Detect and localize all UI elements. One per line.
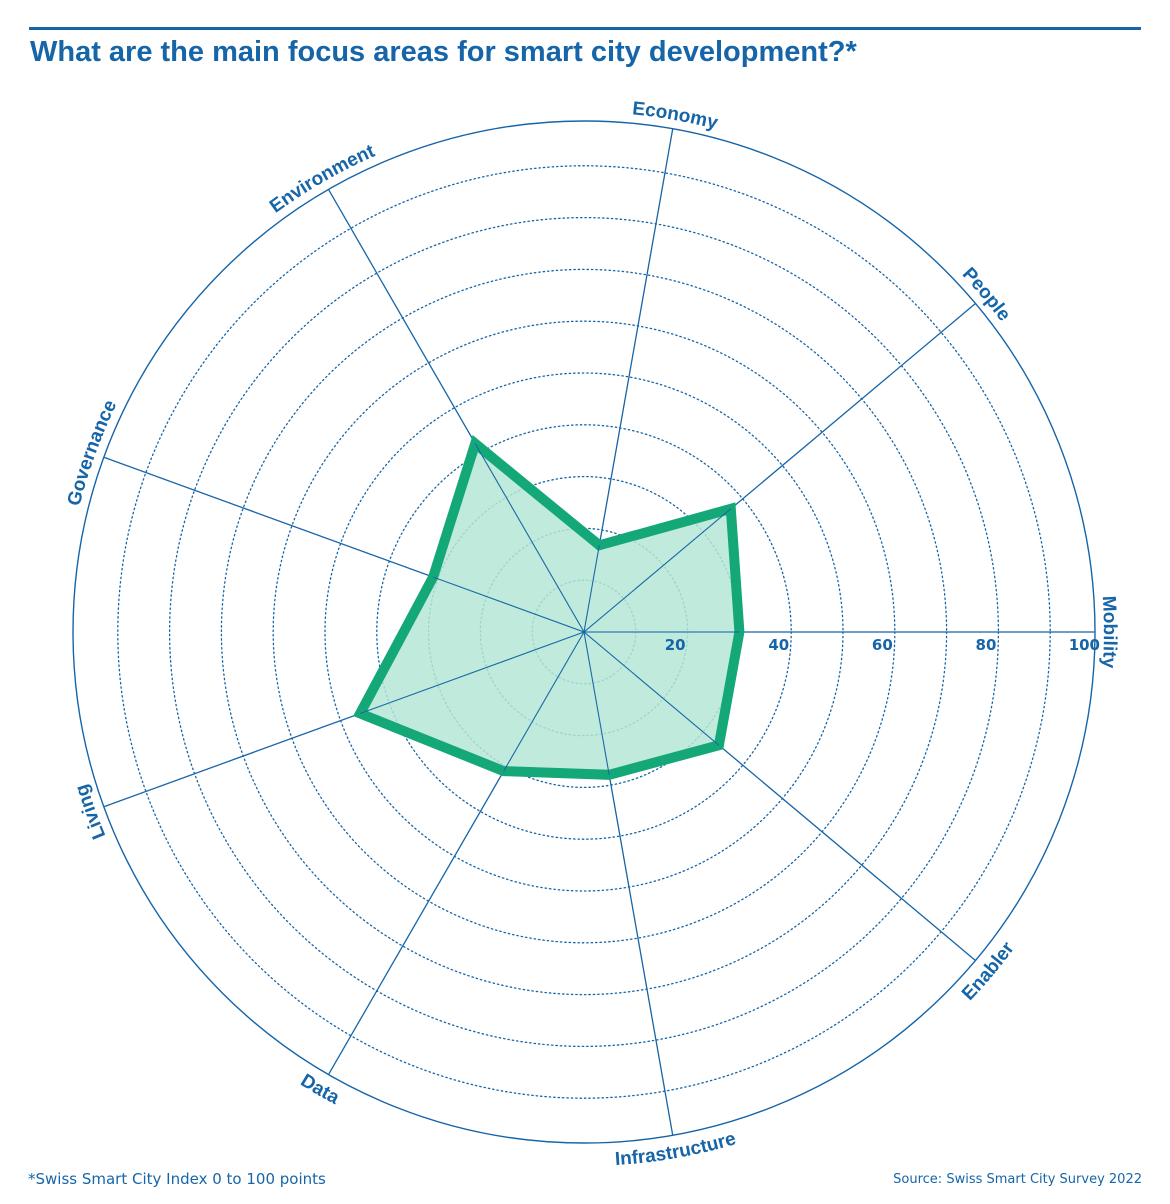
series-layer <box>353 435 745 780</box>
inner-spoke <box>583 631 720 746</box>
inner-spoke <box>432 576 585 633</box>
axis-label-living: Living <box>71 782 110 842</box>
inner-spoke <box>503 631 585 772</box>
inner-spoke <box>583 631 610 775</box>
footnote: *Swiss Smart City Index 0 to 100 points <box>28 1170 326 1188</box>
chart-title: What are the main focus areas for smart … <box>30 36 857 68</box>
tick-label-20: 20 <box>665 636 686 654</box>
axis-label-data: Data <box>297 1070 343 1109</box>
inner-spoke <box>583 545 600 633</box>
inner-spoke <box>474 443 585 633</box>
tick-label-40: 40 <box>768 636 789 654</box>
tick-label-80: 80 <box>976 636 997 654</box>
tick-label-60: 60 <box>872 636 893 654</box>
axis-label-mobility: Mobility <box>1098 595 1120 669</box>
inner-spoke <box>359 631 585 714</box>
axis-label-environment: Environment <box>266 141 378 218</box>
source-note: Source: Swiss Smart City Survey 2022 <box>893 1172 1142 1187</box>
top-rule <box>29 27 1141 30</box>
axis-label-enabler: Enabler <box>958 938 1019 1005</box>
series-area <box>353 435 745 780</box>
inner-spoke <box>583 508 732 633</box>
tick-label-100: 100 <box>1069 636 1100 654</box>
